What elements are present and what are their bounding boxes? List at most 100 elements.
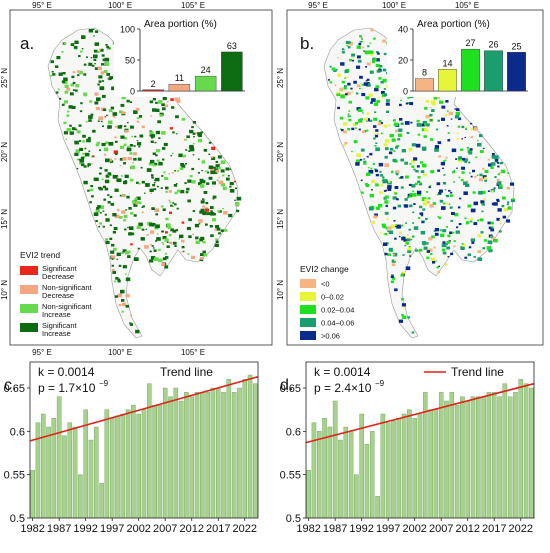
- vegetation-pixel: [507, 206, 512, 210]
- vegetation-pixel: [370, 53, 374, 56]
- vegetation-pixel: [132, 200, 137, 204]
- vegetation-pixel: [127, 255, 131, 258]
- vegetation-pixel: [446, 246, 451, 250]
- vegetation-pixel: [392, 206, 397, 210]
- vegetation-pixel: [120, 175, 123, 177]
- map-a-lon-tick: 95° E: [32, 1, 52, 10]
- vegetation-pixel: [88, 150, 91, 152]
- vegetation-pixel: [454, 115, 460, 119]
- vegetation-pixel: [212, 195, 217, 199]
- vegetation-pixel: [388, 247, 393, 252]
- vegetation-pixel: [357, 59, 362, 63]
- vegetation-pixel: [108, 120, 113, 125]
- vegetation-pixel: [191, 126, 194, 129]
- vegetation-pixel: [490, 235, 493, 238]
- vegetation-pixel: [211, 156, 216, 160]
- legend-swatch: [300, 331, 316, 340]
- vegetation-pixel: [470, 220, 473, 223]
- vegetation-pixel: [329, 65, 332, 68]
- vegetation-pixel: [487, 240, 493, 244]
- vegetation-pixel: [116, 209, 120, 212]
- vegetation-pixel: [374, 145, 377, 147]
- ts-bar: [56, 396, 62, 519]
- vegetation-pixel: [467, 149, 472, 153]
- map-a-lat-tick: 10° N: [0, 280, 9, 300]
- vegetation-pixel: [441, 105, 446, 109]
- vegetation-pixel: [427, 201, 430, 204]
- vegetation-pixel: [181, 117, 186, 121]
- vegetation-pixel: [229, 181, 234, 186]
- vegetation-pixel: [78, 124, 82, 127]
- vegetation-pixel: [413, 168, 416, 171]
- vegetation-pixel: [341, 129, 344, 132]
- ts-bar: [338, 439, 343, 519]
- vegetation-pixel: [198, 223, 201, 225]
- vegetation-pixel: [405, 242, 409, 245]
- vegetation-pixel: [172, 131, 175, 134]
- vegetation-pixel: [421, 123, 426, 127]
- map-b-lat-tick: 20° N: [276, 142, 285, 162]
- vegetation-pixel: [367, 82, 370, 84]
- vegetation-pixel: [137, 142, 142, 146]
- vegetation-pixel: [404, 161, 408, 165]
- map-a-land: [47, 27, 242, 339]
- vegetation-pixel: [99, 167, 103, 170]
- vegetation-pixel: [129, 152, 133, 155]
- vegetation-pixel: [112, 269, 115, 272]
- vegetation-pixel: [445, 156, 448, 159]
- inset-y-tick-label: 20: [398, 56, 408, 66]
- vegetation-pixel: [397, 204, 401, 208]
- vegetation-pixel: [127, 156, 132, 161]
- vegetation-pixel: [112, 112, 118, 116]
- vegetation-pixel: [438, 265, 440, 267]
- ts-bar: [470, 396, 476, 519]
- vegetation-pixel: [470, 122, 473, 125]
- vegetation-pixel: [142, 205, 145, 208]
- vegetation-pixel: [80, 156, 84, 160]
- vegetation-pixel: [461, 171, 465, 174]
- vegetation-pixel: [393, 122, 399, 127]
- vegetation-pixel: [102, 210, 105, 212]
- vegetation-pixel: [374, 168, 377, 171]
- vegetation-pixel: [424, 128, 429, 132]
- vegetation-pixel: [105, 174, 110, 178]
- vegetation-pixel: [116, 252, 121, 256]
- inset-bar-label: 14: [442, 58, 452, 68]
- vegetation-pixel: [82, 134, 86, 138]
- vegetation-pixel: [144, 192, 146, 194]
- ts-stat-p: p = 1.7×10: [38, 381, 96, 395]
- ts-bar: [380, 413, 386, 519]
- vegetation-pixel: [336, 91, 339, 94]
- vegetation-pixel: [61, 103, 65, 106]
- ts-bar: [401, 413, 407, 519]
- vegetation-pixel: [126, 99, 130, 103]
- vegetation-pixel: [374, 213, 378, 217]
- vegetation-pixel: [369, 70, 374, 74]
- vegetation-pixel: [424, 198, 428, 202]
- vegetation-pixel: [341, 48, 344, 50]
- vegetation-pixel: [182, 250, 185, 253]
- vegetation-pixel: [473, 222, 478, 226]
- vegetation-pixel: [400, 186, 404, 189]
- vegetation-pixel: [151, 207, 155, 210]
- vegetation-pixel: [201, 169, 203, 172]
- vegetation-pixel: [477, 139, 479, 142]
- vegetation-pixel: [226, 177, 230, 181]
- vegetation-pixel: [451, 212, 455, 215]
- vegetation-pixel: [387, 230, 390, 233]
- vegetation-pixel: [115, 153, 118, 155]
- vegetation-pixel: [83, 165, 87, 168]
- inset-bar-label: 26: [488, 40, 498, 50]
- vegetation-pixel: [86, 121, 88, 123]
- vegetation-pixel: [383, 52, 387, 56]
- ts-bar: [322, 418, 327, 519]
- vegetation-pixel: [426, 243, 428, 245]
- vegetation-pixel: [390, 275, 394, 278]
- map-panel-b: b. 95° E 100° E 105° E 25° N 20° N 15° N…: [276, 1, 544, 346]
- inset-y-tick-label: 50: [125, 56, 135, 66]
- vegetation-pixel: [464, 160, 467, 163]
- ts-bar: [396, 418, 402, 519]
- vegetation-pixel: [222, 174, 225, 177]
- vegetation-pixel: [200, 256, 204, 260]
- ts-bar: [476, 396, 481, 519]
